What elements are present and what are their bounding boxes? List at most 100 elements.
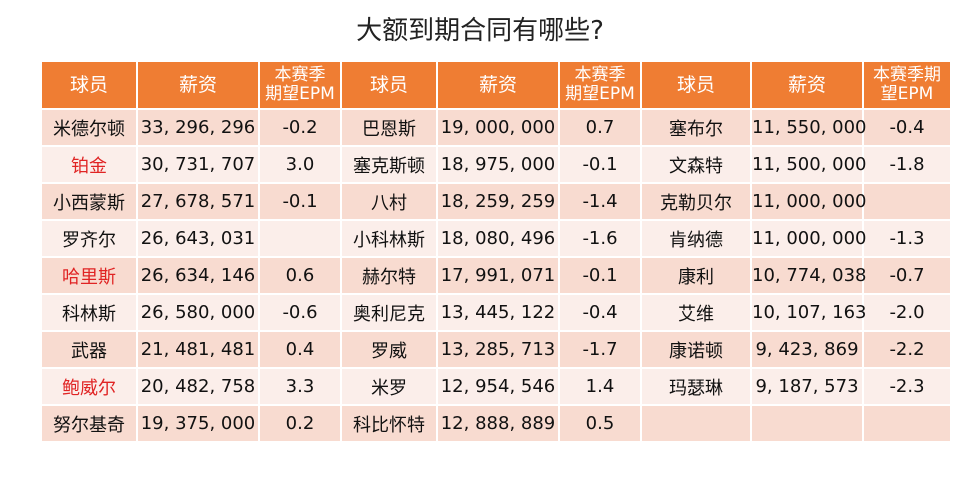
salary-cell: 10, 774, 038 <box>752 258 867 293</box>
player-name-cell: 小科林斯 <box>342 221 436 256</box>
header-row: 球员 薪资 本赛季 期望EPM 球员 薪资 本赛季 期望EPM 球员 薪资 本赛季期… <box>42 62 950 108</box>
epm-cell <box>864 406 950 441</box>
epm-cell: -0.1 <box>260 184 340 219</box>
salary-cell: 11, 500, 000 <box>752 147 867 182</box>
player-name-cell: 小西蒙斯 <box>42 184 136 219</box>
epm-cell: -2.2 <box>864 332 950 367</box>
page-title: 大额到期合同有哪些? <box>356 16 604 46</box>
salary-cell: 26, 643, 031 <box>138 221 258 256</box>
salary-cell: 19, 375, 000 <box>138 406 258 441</box>
salary-cell: 26, 634, 146 <box>138 258 258 293</box>
epm-cell: -2.0 <box>864 295 950 330</box>
salary-cell: 11, 000, 000 <box>752 221 867 256</box>
player-name-cell: 哈里斯 <box>42 258 136 293</box>
epm-cell: -0.2 <box>260 110 340 145</box>
salary-cell: 26, 580, 000 <box>138 295 258 330</box>
player-name-cell: 奥利尼克 <box>342 295 436 330</box>
table-row: 科林斯 26, 580, 000 -0.6 奥利尼克 13, 445, 122 -0.4 艾… <box>42 295 950 330</box>
epm-cell: -2.3 <box>864 369 950 404</box>
header-text: 本赛季期 <box>873 65 941 86</box>
epm-cell: -1.4 <box>560 184 640 219</box>
salary-cell: 13, 285, 713 <box>438 332 558 367</box>
salary-cell: 27, 678, 571 <box>138 184 258 219</box>
player-name-cell: 塞克斯顿 <box>342 147 436 182</box>
salary-cell: 21, 481, 481 <box>138 332 258 367</box>
player-name-cell: 巴恩斯 <box>342 110 436 145</box>
epm-cell: 0.6 <box>260 258 340 293</box>
epm-cell: 0.7 <box>560 110 640 145</box>
header-text: 望EPM <box>880 84 934 104</box>
table-row: 鲍威尔 20, 482, 758 3.3 米罗 12, 954, 546 1.4 玛瑟琳 9,… <box>42 369 950 404</box>
player-name-cell: 塞布尔 <box>642 110 750 145</box>
header-text: 本赛季 <box>574 65 626 86</box>
header-text: 球员 <box>676 73 715 96</box>
player-name-cell: 科林斯 <box>42 295 136 330</box>
salary-cell: 12, 888, 889 <box>438 406 558 441</box>
player-name-cell: 罗威 <box>342 332 436 367</box>
epm-cell: -0.7 <box>864 258 950 293</box>
player-name-cell: 努尔基奇 <box>42 406 136 441</box>
epm-cell: 1.4 <box>560 369 640 404</box>
header-epm-1: 本赛季 期望EPM <box>260 62 340 108</box>
header-text: 薪资 <box>178 73 217 96</box>
header-player-1: 球员 <box>42 62 136 108</box>
table-body: 米德尔顿 33, 296, 296 -0.2 巴恩斯 19, 000, 000 0.7 塞布… <box>42 110 950 441</box>
header-epm-2: 本赛季 期望EPM <box>560 62 640 108</box>
salary-cell: 17, 991, 071 <box>438 258 558 293</box>
salary-cell: 19, 000, 000 <box>438 110 558 145</box>
header-text: 球员 <box>369 73 408 96</box>
epm-cell: -1.6 <box>560 221 640 256</box>
table-row: 米德尔顿 33, 296, 296 -0.2 巴恩斯 19, 000, 000 0.7 塞布… <box>42 110 950 145</box>
epm-cell: -1.7 <box>560 332 640 367</box>
salary-cell: 18, 080, 496 <box>438 221 558 256</box>
player-name-cell: 克勒贝尔 <box>642 184 750 219</box>
header-text: 期望EPM <box>565 84 635 104</box>
salary-cell: 11, 000, 000 <box>752 184 867 219</box>
salary-cell: 30, 731, 707 <box>138 147 258 182</box>
salary-cell: 9, 423, 869 <box>752 332 862 367</box>
epm-cell: -1.3 <box>864 221 950 256</box>
salary-cell: 18, 259, 259 <box>438 184 558 219</box>
player-name-cell: 康利 <box>642 258 750 293</box>
epm-cell: -0.1 <box>560 147 640 182</box>
epm-cell: -0.4 <box>560 295 640 330</box>
epm-cell: -0.4 <box>864 110 950 145</box>
header-salary-1: 薪资 <box>138 62 258 108</box>
table-row: 哈里斯 26, 634, 146 0.6 赫尔特 17, 991, 071 -0.1 康利 1… <box>42 258 950 293</box>
salary-cell: 33, 296, 296 <box>138 110 258 145</box>
epm-cell: 3.3 <box>260 369 340 404</box>
player-name-cell: 铂金 <box>42 147 136 182</box>
header-salary-2: 薪资 <box>438 62 558 108</box>
table-row: 努尔基奇 19, 375, 000 0.2 科比怀特 12, 888, 889 0.5 <box>42 406 950 441</box>
epm-cell: 3.0 <box>260 147 340 182</box>
player-name-cell: 科比怀特 <box>342 406 436 441</box>
player-name-cell: 文森特 <box>642 147 750 182</box>
table-row: 铂金 30, 731, 707 3.0 塞克斯顿 18, 975, 000 -0.1 文森特… <box>42 147 950 182</box>
header-text: 薪资 <box>478 73 517 96</box>
table-row: 小西蒙斯 27, 678, 571 -0.1 八村 18, 259, 259 -1.4 克勒… <box>42 184 950 219</box>
player-name-cell: 艾维 <box>642 295 750 330</box>
player-name-cell: 米德尔顿 <box>42 110 136 145</box>
salary-cell: 13, 445, 122 <box>438 295 558 330</box>
table-row: 武器 21, 481, 481 0.4 罗威 13, 285, 713 -1.7 康诺顿 9,… <box>42 332 950 367</box>
header-player-3: 球员 <box>642 62 750 108</box>
player-name-cell <box>642 406 750 441</box>
salary-cell: 20, 482, 758 <box>138 369 258 404</box>
header-text: 球员 <box>69 73 108 96</box>
epm-cell: 0.2 <box>260 406 340 441</box>
epm-cell <box>864 184 950 219</box>
header-text: 薪资 <box>787 73 826 96</box>
contracts-table: 球员 薪资 本赛季 期望EPM 球员 薪资 本赛季 期望EPM 球员 薪资 本赛季期… <box>40 60 952 443</box>
salary-cell: 10, 107, 163 <box>752 295 867 330</box>
player-name-cell: 鲍威尔 <box>42 369 136 404</box>
salary-cell: 9, 187, 573 <box>752 369 862 404</box>
epm-cell: 0.5 <box>560 406 640 441</box>
epm-cell: -1.8 <box>864 147 950 182</box>
player-name-cell: 八村 <box>342 184 436 219</box>
header-text: 本赛季 <box>274 65 326 86</box>
salary-cell: 18, 975, 000 <box>438 147 558 182</box>
epm-cell: -0.1 <box>560 258 640 293</box>
salary-cell: 12, 954, 546 <box>438 369 558 404</box>
player-name-cell: 罗齐尔 <box>42 221 136 256</box>
header-salary-3: 薪资 <box>752 62 862 108</box>
